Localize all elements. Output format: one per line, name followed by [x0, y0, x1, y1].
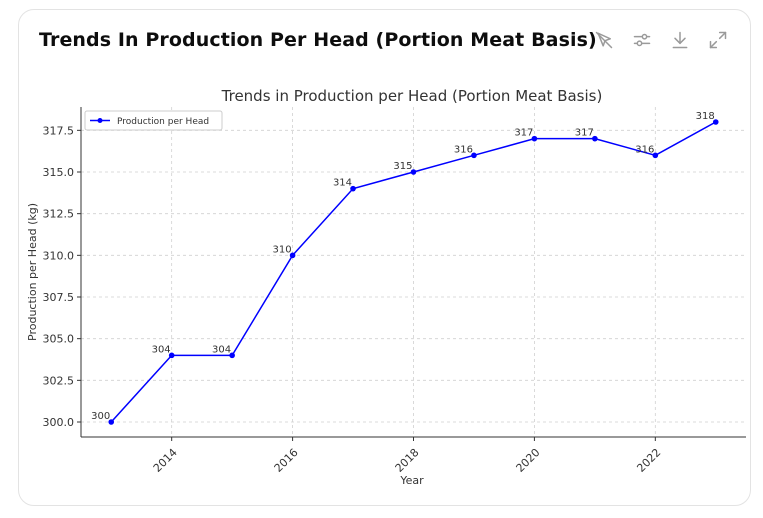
y-tick-label: 307.5 — [43, 291, 75, 304]
filter-button[interactable] — [630, 28, 654, 52]
data-label: 315 — [393, 161, 412, 172]
download-icon — [672, 31, 688, 49]
data-label: 304 — [212, 344, 231, 355]
data-labels: 300 304 304 310 314 315 316 317 317 316 318 — [91, 111, 715, 422]
data-point — [350, 185, 356, 192]
y-axis-label: Production per Head (kg) — [26, 203, 39, 341]
y-tick-label: 305.0 — [43, 333, 75, 346]
chart-toolbar — [592, 28, 730, 52]
card-title: Trends In Production Per Head (Portion M… — [39, 29, 597, 51]
data-point — [410, 169, 417, 175]
legend-marker — [97, 118, 103, 123]
data-label: 310 — [272, 244, 291, 255]
series-group — [108, 119, 719, 425]
y-tick-label: 312.5 — [43, 208, 75, 221]
x-tick-label: 2022 — [634, 446, 663, 475]
data-point — [289, 252, 296, 259]
data-point — [168, 352, 175, 359]
data-point — [229, 352, 235, 359]
legend: Production per Head — [84, 110, 223, 131]
toggle-interaction-button[interactable] — [592, 28, 616, 52]
y-tick-label: 317.5 — [43, 124, 75, 137]
grid-lines — [81, 107, 746, 437]
data-label: 317 — [575, 128, 594, 139]
expand-icon — [709, 31, 727, 49]
data-point — [531, 135, 538, 142]
data-label: 316 — [454, 144, 473, 155]
x-tick-label: 2020 — [514, 446, 543, 475]
legend-frame — [84, 110, 223, 131]
data-point — [712, 119, 719, 125]
y-tick-label: 315.0 — [43, 166, 75, 179]
x-tick-label: 2014 — [151, 446, 180, 475]
y-tick-label: 310.0 — [43, 249, 75, 262]
x-axis-label: Year — [399, 474, 424, 487]
data-label: 316 — [635, 144, 654, 155]
data-label: 304 — [152, 344, 171, 355]
data-point — [592, 135, 598, 142]
data-point — [471, 152, 477, 159]
chart-title: Trends in Production per Head (Portion M… — [221, 87, 603, 105]
y-tick-label: 302.5 — [43, 374, 75, 387]
data-point — [652, 152, 659, 159]
data-point — [108, 419, 115, 425]
data-label: 317 — [514, 128, 533, 139]
y-tick-label: 300.0 — [43, 416, 75, 429]
x-tick-label: 2018 — [393, 446, 422, 475]
x-tick-label: 2016 — [272, 446, 301, 475]
no-interaction-icon — [595, 31, 613, 49]
data-label: 318 — [696, 111, 715, 122]
legend-entry-label: Production per Head — [117, 117, 209, 127]
sliders-icon — [633, 33, 651, 47]
data-label: 300 — [91, 411, 110, 422]
data-label: 314 — [333, 178, 352, 189]
download-button[interactable] — [668, 28, 692, 52]
chart-card: Trends In Production Per Head (Portion M… — [18, 9, 751, 506]
expand-button[interactable] — [706, 28, 730, 52]
